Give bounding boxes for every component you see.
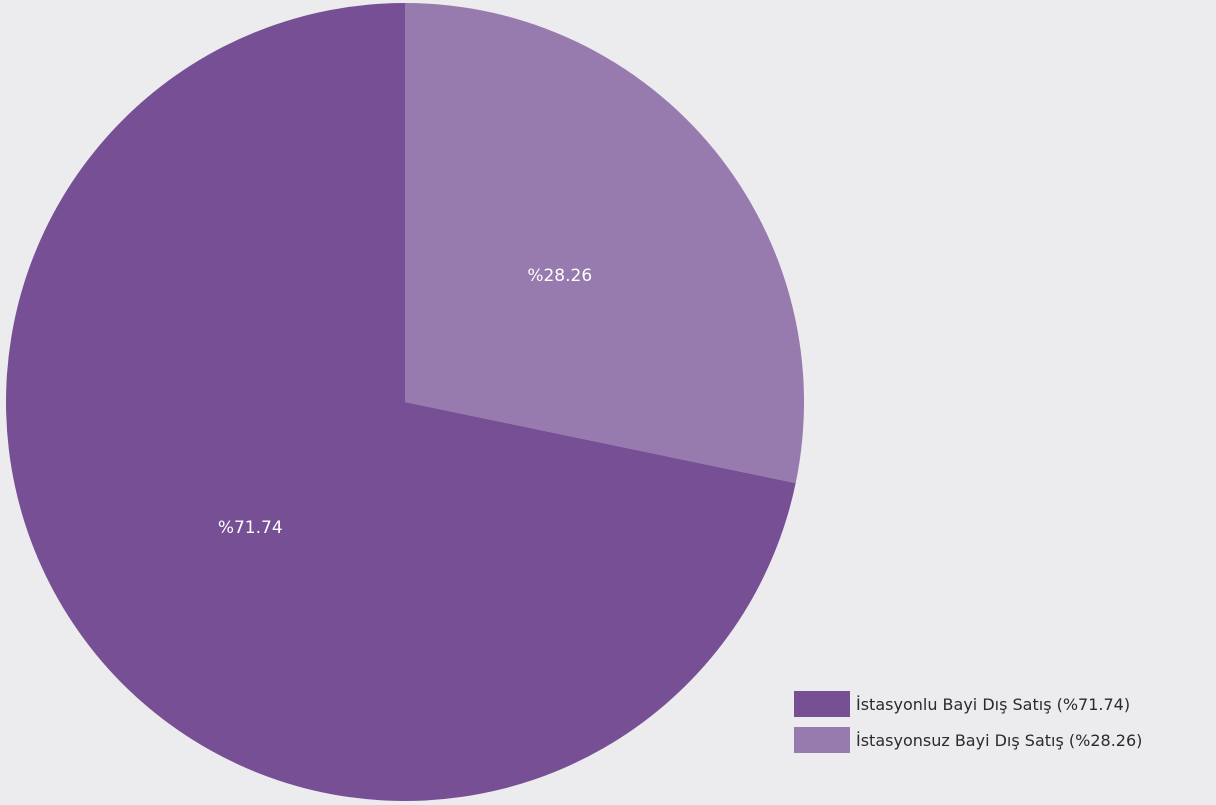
legend-item-1: İstasyonsuz Bayi Dış Satış (%28.26) <box>794 726 1142 754</box>
legend: İstasyonlu Bayi Dış Satış (%71.74) İstasy… <box>794 690 1142 762</box>
legend-label-0: İstasyonlu Bayi Dış Satış (%71.74) <box>856 695 1130 714</box>
legend-label-1: İstasyonsuz Bayi Dış Satış (%28.26) <box>856 731 1142 750</box>
legend-swatch-0 <box>794 691 850 717</box>
pie-slice-1 <box>405 3 804 483</box>
slice-data-label-1: %28.26 <box>527 266 592 286</box>
slice-data-label-0: %71.74 <box>218 518 283 538</box>
legend-item-0: İstasyonlu Bayi Dış Satış (%71.74) <box>794 690 1142 718</box>
legend-swatch-1 <box>794 727 850 753</box>
